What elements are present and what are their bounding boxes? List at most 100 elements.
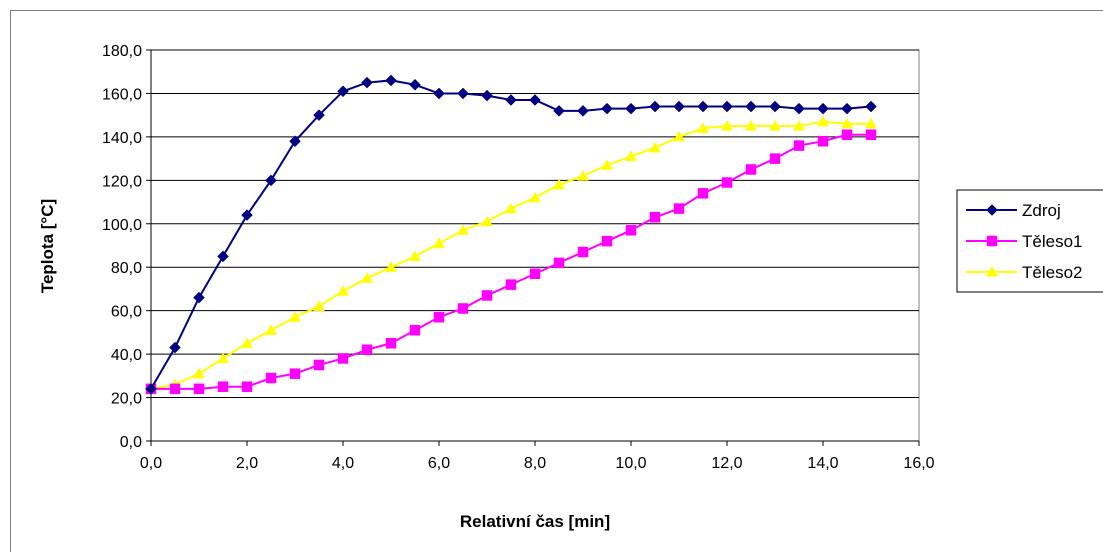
data-point bbox=[409, 250, 421, 262]
legend-label: Těleso2 bbox=[1022, 263, 1082, 282]
series-group bbox=[145, 74, 877, 395]
data-point bbox=[721, 177, 733, 188]
data-point bbox=[817, 115, 829, 127]
data-point bbox=[505, 279, 517, 290]
legend-entry: Těleso2 bbox=[966, 263, 1082, 282]
data-point bbox=[793, 102, 805, 115]
line-chart: 0,0 20,0 40,0 60,0 80,0 100,0 120,0 140,0 160,0 1… bbox=[38, 43, 1103, 531]
data-point bbox=[145, 383, 157, 395]
data-point bbox=[457, 303, 469, 314]
data-point bbox=[217, 381, 229, 392]
data-point bbox=[553, 178, 565, 190]
data-point bbox=[433, 311, 445, 323]
y-tick-label: 20,0 bbox=[111, 391, 142, 408]
data-point bbox=[721, 100, 733, 113]
data-point bbox=[649, 212, 661, 223]
data-point bbox=[769, 100, 781, 113]
legend-marker bbox=[986, 204, 998, 216]
series-zdroj bbox=[145, 74, 877, 395]
data-point bbox=[433, 87, 445, 100]
x-tick-label: 14,0 bbox=[807, 455, 838, 472]
data-point bbox=[865, 117, 877, 129]
data-point bbox=[601, 235, 613, 247]
data-point bbox=[505, 94, 517, 106]
legend-marker bbox=[986, 235, 998, 247]
data-point bbox=[817, 102, 829, 115]
data-point bbox=[841, 117, 853, 129]
data-point bbox=[337, 85, 349, 98]
data-point bbox=[745, 100, 757, 113]
data-point bbox=[625, 150, 637, 162]
y-tick-label: 140,0 bbox=[102, 130, 142, 147]
data-point bbox=[265, 324, 277, 335]
data-point bbox=[673, 203, 685, 214]
plot-area: 0,0 20,0 40,0 60,0 80,0 100,0 120,0 140,0 160,0 1… bbox=[102, 43, 935, 472]
data-point bbox=[841, 129, 853, 140]
x-tick-label: 2,0 bbox=[236, 455, 258, 472]
axes: 0,0 20,0 40,0 60,0 80,0 100,0 120,0 140,0 160,0 1… bbox=[102, 43, 935, 472]
x-tick-label: 6,0 bbox=[428, 455, 450, 472]
y-axis-title: Teplota [°C] bbox=[38, 199, 57, 293]
data-point bbox=[601, 102, 613, 115]
series-těleso2 bbox=[145, 115, 877, 394]
legend-label: Těleso1 bbox=[1022, 232, 1082, 251]
x-tick-label: 4,0 bbox=[332, 455, 354, 472]
data-point bbox=[769, 120, 781, 131]
data-point bbox=[601, 159, 613, 170]
data-point bbox=[625, 225, 637, 236]
x-tick-label: 0,0 bbox=[140, 455, 162, 472]
data-point bbox=[697, 188, 709, 199]
data-point bbox=[337, 353, 349, 364]
y-tick-label: 40,0 bbox=[111, 347, 142, 364]
data-point bbox=[361, 344, 373, 356]
data-point bbox=[265, 372, 277, 384]
data-point bbox=[241, 209, 253, 221]
data-point bbox=[193, 291, 205, 304]
data-point bbox=[313, 300, 325, 311]
y-tick-label: 180,0 bbox=[102, 43, 142, 60]
data-point bbox=[817, 135, 829, 147]
data-point bbox=[169, 341, 181, 354]
data-point bbox=[841, 102, 853, 115]
y-tick-label: 100,0 bbox=[102, 217, 142, 234]
legend-entry: Zdroj bbox=[966, 201, 1061, 220]
data-point bbox=[553, 257, 565, 269]
x-tick-label: 8,0 bbox=[524, 455, 546, 472]
data-point bbox=[337, 285, 349, 296]
data-point bbox=[529, 94, 541, 106]
data-point bbox=[265, 174, 277, 187]
legend-marker bbox=[986, 265, 998, 277]
x-axis-title: Relativní čas [min] bbox=[460, 512, 610, 531]
data-point bbox=[361, 272, 373, 283]
data-point bbox=[217, 352, 229, 364]
data-point bbox=[697, 122, 709, 133]
y-tick-label: 0,0 bbox=[120, 434, 142, 451]
data-point bbox=[865, 129, 877, 140]
y-tick-label: 60,0 bbox=[111, 304, 142, 321]
data-point bbox=[385, 261, 397, 272]
x-tick-label: 12,0 bbox=[711, 455, 742, 472]
data-point bbox=[313, 359, 325, 371]
data-point bbox=[865, 100, 877, 113]
data-point bbox=[625, 102, 637, 115]
data-point bbox=[409, 324, 421, 336]
data-point bbox=[481, 215, 493, 227]
y-tick-label: 120,0 bbox=[102, 173, 142, 190]
data-point bbox=[409, 78, 421, 91]
data-point bbox=[745, 164, 757, 175]
legend-label: Zdroj bbox=[1022, 201, 1061, 220]
data-point bbox=[361, 76, 373, 89]
data-point bbox=[577, 169, 589, 181]
data-point bbox=[457, 224, 469, 235]
data-point bbox=[673, 130, 685, 142]
data-point bbox=[673, 100, 685, 113]
data-point bbox=[193, 383, 205, 395]
data-point bbox=[793, 120, 805, 131]
data-point bbox=[553, 104, 565, 117]
data-point bbox=[529, 191, 541, 203]
data-point bbox=[385, 338, 397, 349]
data-point bbox=[289, 368, 301, 379]
data-point bbox=[289, 135, 301, 148]
grid-lines bbox=[151, 49, 919, 399]
data-point bbox=[649, 141, 661, 153]
